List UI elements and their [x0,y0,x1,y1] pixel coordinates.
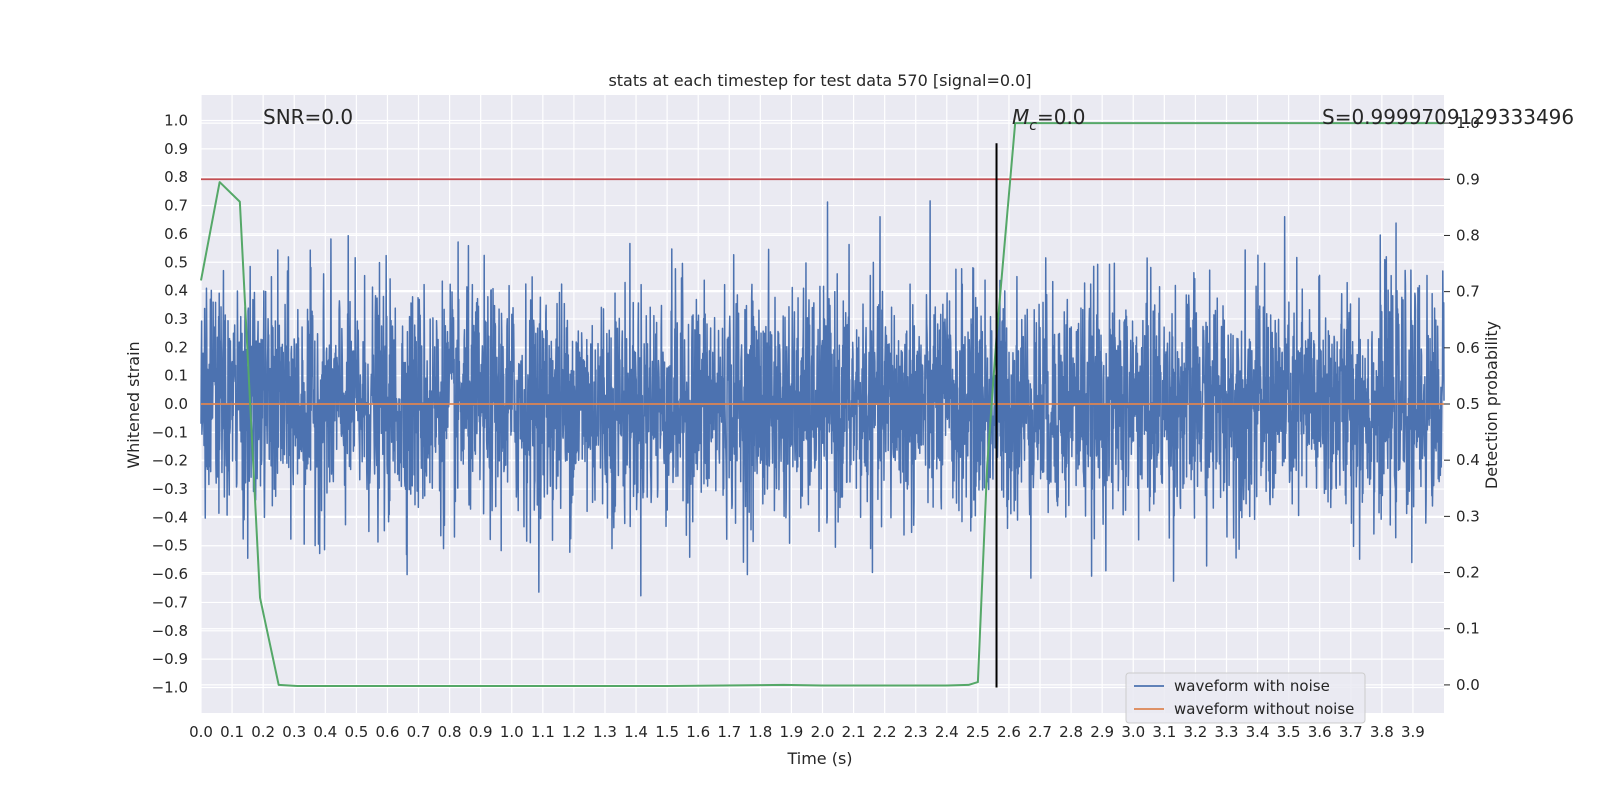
y-tick-label: 1.0 [164,112,188,130]
y-tick-label: −0.4 [152,508,188,526]
chirp-mass-symbol: M [1012,105,1029,129]
x-tick-label: 1.6 [686,723,710,741]
y-tick-label: −1.0 [152,678,188,696]
series-waveform-with-noise [200,200,1445,597]
y-tick-label: −0.1 [152,423,188,441]
legend-label-clean: waveform without noise [1174,700,1354,718]
chirp-mass-subscript: c [1029,118,1037,134]
x-tick-label: 3.5 [1277,723,1301,741]
y-tick-label: 0.9 [164,140,188,158]
y-tick-label: 0.3 [164,310,188,328]
legend-box [1125,672,1366,724]
x-tick-label: 1.2 [562,723,586,741]
x-tick-label: 3.4 [1246,723,1270,741]
x-tick-label: 0.1 [220,723,244,741]
legend: waveform with noise waveform without noi… [1125,672,1366,724]
x-tick-label: 3.1 [1152,723,1176,741]
detection-overlay [200,122,1444,688]
y2-tick-label: 0.9 [1456,170,1480,188]
y-tick-label: 0.4 [164,282,188,300]
y-tick-label: 0.6 [164,225,188,243]
x-tick-label: 3.0 [1121,723,1145,741]
x-tick-label: 1.8 [748,723,772,741]
y2-tick-label: 0.2 [1456,564,1480,582]
x-tick-label: 3.9 [1401,723,1425,741]
y-axis-label: Whitened strain [124,341,143,468]
x-tick-label: 2.0 [811,723,835,741]
y-tick-label: 0.8 [164,168,188,186]
x-tick-label: 0.4 [313,723,337,741]
y-tick-label: 0.1 [164,367,188,385]
x-tick-label: 0.8 [438,723,462,741]
x-tick-label: 0.7 [407,723,431,741]
x-tick-label: 3.7 [1339,723,1363,741]
y2-tick-label: 0.4 [1456,451,1480,469]
snr-annotation: SNR=0.0 [263,105,353,129]
chirp-mass-annotation: Mc=0.0 [1012,105,1086,134]
y-tick-label: −0.6 [152,565,188,583]
y2-axis-label: Detection probability [1482,321,1501,489]
x-axis-label: Time (s) [786,749,852,768]
x-tick-label: 2.8 [1059,723,1083,741]
x-tick-label: 2.3 [904,723,928,741]
score-annotation: S=0.9999709129333496 [1322,105,1574,129]
x-tick-label: 1.1 [531,723,555,741]
y-tick-label: −0.7 [152,593,188,611]
x-tick-label: 0.5 [344,723,368,741]
x-tick-label: 1.3 [593,723,617,741]
x-tick-label: 0.6 [376,723,400,741]
x-tick-label: 1.5 [655,723,679,741]
x-tick-label: 2.9 [1090,723,1114,741]
y-tick-label: 0.5 [164,253,188,271]
x-tick-label: 3.8 [1370,723,1394,741]
y-tick-label: −0.3 [152,480,188,498]
y2-tick-label: 0.5 [1456,395,1480,413]
x-tick-label: 3.3 [1215,723,1239,741]
x-tick-label: 3.6 [1308,723,1332,741]
y-tick-label: −0.2 [152,452,188,470]
chirp-mass-value: =0.0 [1037,105,1086,129]
y-tick-label: −0.5 [152,537,188,555]
x-tick-label: 2.4 [935,723,959,741]
y-tick-label: 0.7 [164,197,188,215]
y2-tick-label: 0.6 [1456,339,1480,357]
x-tick-label: 0.9 [469,723,493,741]
x-tick-label: 2.6 [997,723,1021,741]
y2-tick-label: 0.1 [1456,620,1480,638]
y-tick-label: 0.0 [164,395,188,413]
x-tick-label: 1.4 [624,723,648,741]
y-tick-label: −0.8 [152,622,188,640]
y2-tick-label: 0.0 [1456,676,1480,694]
x-tick-label: 0.0 [189,723,213,741]
x-tick-label: 2.2 [873,723,897,741]
x-tick-label: 1.9 [779,723,803,741]
x-tick-label: 1.0 [500,723,524,741]
chart-title: stats at each timestep for test data 570… [608,71,1031,90]
y-tick-label: −0.9 [152,650,188,668]
y2-tick-label: 0.3 [1456,507,1480,525]
tick-labels: 0.0 0.1 0.2 0.3 0.4 0.5 0.6 0.7 0.8 0.9 1.0 1.1 1.2 1… [152,112,1480,741]
x-tick-label: 2.5 [966,723,990,741]
x-tick-label: 3.2 [1183,723,1207,741]
noise-trace [200,200,1445,597]
x-tick-label: 0.3 [282,723,306,741]
x-tick-label: 2.1 [842,723,866,741]
x-tick-label: 0.2 [251,723,275,741]
detection-probability-trace [200,122,1444,688]
x-tick-label: 1.7 [717,723,741,741]
x-tick-label: 2.7 [1028,723,1052,741]
y-tick-label: 0.2 [164,338,188,356]
y2-tick-label: 1.0 [1456,114,1480,132]
y2-tick-label: 0.8 [1456,226,1480,244]
legend-label-noise: waveform with noise [1174,677,1330,695]
y2-tick-label: 0.7 [1456,283,1480,301]
